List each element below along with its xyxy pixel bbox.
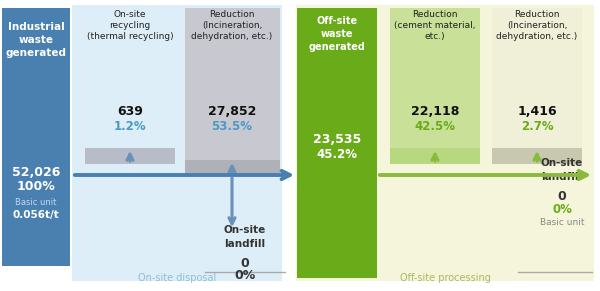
Text: On-site
landfill: On-site landfill xyxy=(224,225,266,249)
Text: Industrial
waste
generated: Industrial waste generated xyxy=(5,22,67,58)
Text: Reduction
(cement material,
etc.): Reduction (cement material, etc.) xyxy=(394,10,476,41)
Bar xyxy=(72,5,282,281)
Bar xyxy=(390,8,480,156)
Text: Off-site
waste
generated: Off-site waste generated xyxy=(308,16,365,52)
Bar xyxy=(492,8,582,156)
Text: 22,118: 22,118 xyxy=(411,105,459,118)
Text: Reduction
(Incineration,
dehydration, etc.): Reduction (Incineration, dehydration, et… xyxy=(191,10,272,41)
Text: 0%: 0% xyxy=(235,269,256,282)
Text: 0%: 0% xyxy=(552,203,572,216)
Text: 23,535: 23,535 xyxy=(313,133,361,146)
Text: 45.2%: 45.2% xyxy=(317,148,358,161)
Bar xyxy=(185,160,280,176)
Bar xyxy=(390,148,480,164)
Text: Reduction
(Incineration,
dehydration, etc.): Reduction (Incineration, dehydration, et… xyxy=(496,10,578,41)
Text: 53.5%: 53.5% xyxy=(212,120,253,133)
Text: 1,416: 1,416 xyxy=(517,105,557,118)
Bar xyxy=(296,5,594,281)
Text: On-site disposal: On-site disposal xyxy=(138,273,216,283)
Text: 0: 0 xyxy=(241,257,250,270)
Text: 2.7%: 2.7% xyxy=(521,120,553,133)
Text: Basic unit: Basic unit xyxy=(540,218,584,227)
Text: 1.2%: 1.2% xyxy=(113,120,146,133)
Text: On-site
recycling
(thermal recycling): On-site recycling (thermal recycling) xyxy=(86,10,173,41)
Text: 0.056t/t: 0.056t/t xyxy=(13,210,59,220)
Bar xyxy=(85,8,175,156)
Text: On-site
landfill: On-site landfill xyxy=(541,158,583,182)
Bar xyxy=(297,8,377,278)
Text: 100%: 100% xyxy=(17,180,55,193)
Text: Basic unit: Basic unit xyxy=(16,198,56,207)
Bar xyxy=(492,148,582,164)
Text: 42.5%: 42.5% xyxy=(415,120,455,133)
Text: Off-site processing: Off-site processing xyxy=(400,273,490,283)
Text: 27,852: 27,852 xyxy=(208,105,256,118)
Bar xyxy=(85,148,175,164)
Bar xyxy=(2,8,70,266)
Text: 52,026: 52,026 xyxy=(12,166,60,179)
Text: 639: 639 xyxy=(117,105,143,118)
Text: 0: 0 xyxy=(557,190,566,203)
Bar xyxy=(185,8,280,168)
